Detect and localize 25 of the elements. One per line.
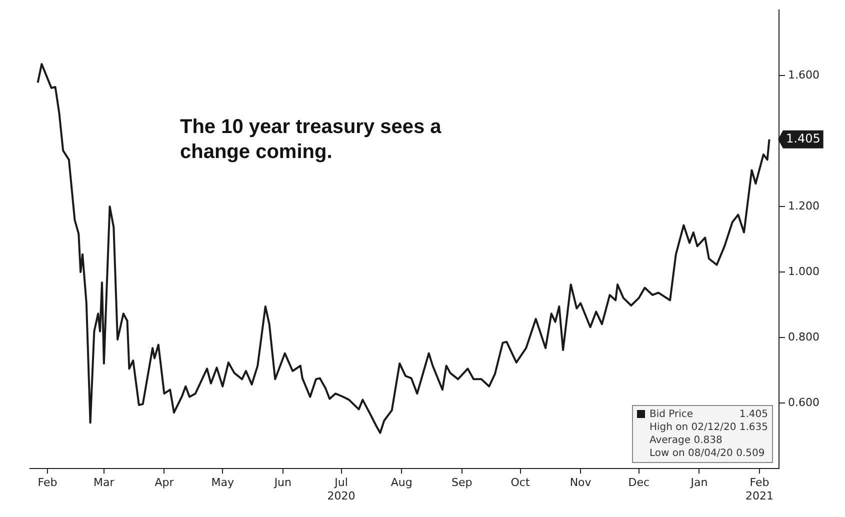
x-tick-label: Sep (452, 476, 472, 490)
x-tick-label: Jul 2020 (327, 476, 356, 502)
annotation: High on 02/12/20 1.635 (648, 420, 768, 434)
annotation: Average 0.838 (648, 434, 724, 447)
x-tick-label: Mar (94, 476, 115, 490)
y-tick-label: 1.600 (788, 68, 820, 82)
x-tick-label: Aug (390, 476, 412, 490)
legend-label: Bid Price (649, 408, 694, 421)
y-tick-label: 0.800 (788, 330, 820, 344)
x-tick-label: Apr (154, 476, 174, 490)
x-tick-label: Jan (690, 476, 708, 490)
x-tick-label: Feb (38, 476, 58, 490)
x-tick-label: Dec (628, 476, 650, 490)
annotation: Low on 08/04/20 0.509 (648, 446, 766, 460)
y-tick-label: 1.000 (788, 264, 820, 278)
text: The 10 year treasury sees a change coming. (180, 115, 442, 165)
x-tick-label: Jun (273, 476, 292, 490)
text: 1.405 (739, 408, 768, 420)
x-tick-label: Oct (510, 476, 530, 490)
x-tick-label: Nov (570, 476, 592, 490)
y-tick-label: 0.600 (788, 396, 820, 409)
data-label: 1.405 (786, 132, 820, 146)
y-tick-label: 1.200 (788, 199, 820, 212)
x-tick-label: Feb 2021 (746, 476, 774, 502)
x-tick-label: May (211, 476, 234, 490)
